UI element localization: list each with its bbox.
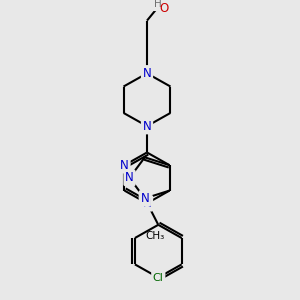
Text: N: N [120,159,129,172]
Text: N: N [140,192,149,205]
Text: N: N [142,67,152,80]
Text: Cl: Cl [153,273,164,283]
Text: N: N [142,120,152,133]
Text: N: N [142,197,152,210]
Text: N: N [125,171,134,184]
Text: O: O [159,2,168,15]
Text: H: H [154,0,162,10]
Text: CH₃: CH₃ [145,231,164,241]
